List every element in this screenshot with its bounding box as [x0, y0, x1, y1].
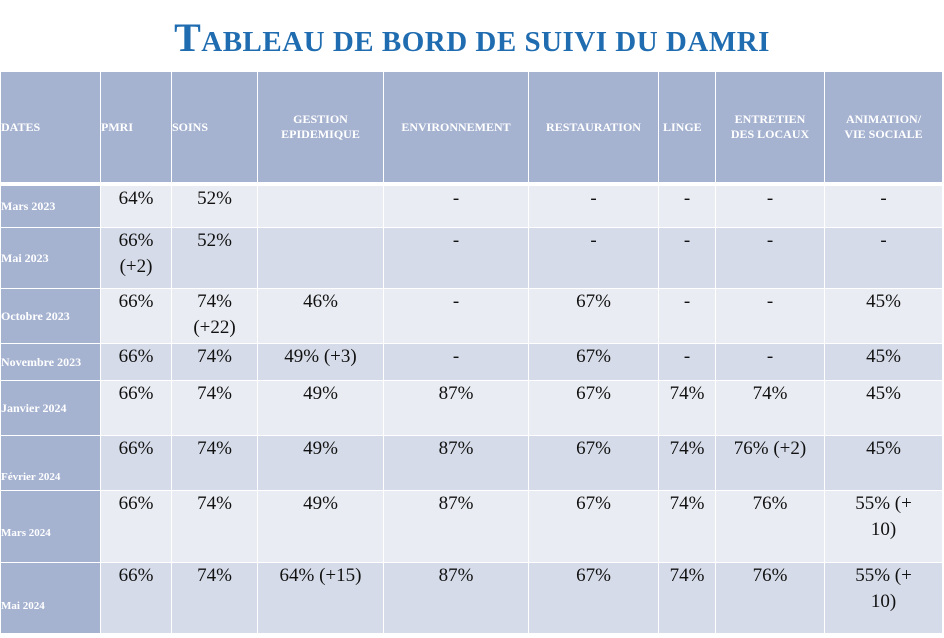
gestion-epidemique-cell	[257, 227, 384, 289]
entretien-cell: -	[715, 185, 825, 228]
pmri-cell: 66% (+2)	[100, 227, 172, 289]
table-row: Mai 2024 66% 74% 64% (+15) 87% 67% 74% 7…	[0, 562, 943, 634]
animation-cell: -	[824, 227, 943, 289]
table-row: Mars 2024 66% 74% 49% 87% 67% 74% 76% 55…	[0, 490, 943, 563]
restauration-cell: 67%	[528, 562, 659, 634]
linge-cell: -	[658, 185, 716, 228]
restauration-cell: -	[528, 227, 659, 289]
pmri-cell: 66%	[100, 435, 172, 491]
date-cell: Janvier 2024	[0, 380, 101, 436]
restauration-cell: 67%	[528, 380, 659, 436]
soins-cell: 74%	[171, 435, 258, 491]
date-cell: Octobre 2023	[0, 288, 101, 344]
gestion-epidemique-cell	[257, 185, 384, 228]
header-row: DATES PMRI SOINS GESTION EPIDEMIQUE ENVI…	[0, 71, 943, 183]
date-cell: Mars 2024	[0, 490, 101, 563]
soins-cell: 52%	[171, 227, 258, 289]
restauration-cell: 67%	[528, 288, 659, 344]
dashboard-table: DATES PMRI SOINS GESTION EPIDEMIQUE ENVI…	[0, 71, 943, 634]
table-row: Novembre 2023 66% 74% 49% (+3) - 67% - -…	[0, 343, 943, 381]
entretien-cell: -	[715, 343, 825, 381]
animation-cell: 55% (+ 10)	[824, 562, 943, 634]
page-title: TABLEAU DE BORD DE SUIVI DU DAMRI	[0, 14, 944, 61]
pmri-cell: 66%	[100, 562, 172, 634]
animation-cell: 45%	[824, 288, 943, 344]
header-environnement: ENVIRONNEMENT	[383, 71, 529, 183]
gestion-epidemique-cell: 49%	[257, 490, 384, 563]
environnement-cell: 87%	[383, 380, 529, 436]
environnement-cell: 87%	[383, 435, 529, 491]
soins-cell: 52%	[171, 185, 258, 228]
environnement-cell: -	[383, 288, 529, 344]
soins-cell: 74% (+22)	[171, 288, 258, 344]
environnement-cell: 87%	[383, 490, 529, 563]
date-cell: Novembre 2023	[0, 343, 101, 381]
header-dates: DATES	[0, 71, 101, 183]
soins-cell: 74%	[171, 490, 258, 563]
pmri-cell: 66%	[100, 288, 172, 344]
title-rest: ABLEAU DE BORD DE SUIVI DU DAMRI	[201, 26, 770, 58]
header-soins: SOINS	[171, 71, 258, 183]
date-cell: Février 2024	[0, 435, 101, 491]
header-linge: LINGE	[658, 71, 716, 183]
restauration-cell: 67%	[528, 490, 659, 563]
environnement-cell: 87%	[383, 562, 529, 634]
date-cell: Mars 2023	[0, 185, 101, 228]
header-gestion-epidemique: GESTION EPIDEMIQUE	[257, 71, 384, 183]
date-cell: Mai 2023	[0, 227, 101, 289]
date-cell: Mai 2024	[0, 562, 101, 634]
environnement-cell: -	[383, 343, 529, 381]
gestion-epidemique-cell: 64% (+15)	[257, 562, 384, 634]
table-row: Janvier 2024 66% 74% 49% 87% 67% 74% 74%…	[0, 380, 943, 436]
soins-cell: 74%	[171, 380, 258, 436]
restauration-cell: 67%	[528, 435, 659, 491]
gestion-epidemique-cell: 49%	[257, 435, 384, 491]
entretien-cell: 76% (+2)	[715, 435, 825, 491]
table-row: Février 2024 66% 74% 49% 87% 67% 74% 76%…	[0, 435, 943, 491]
entretien-cell: -	[715, 227, 825, 289]
entretien-cell: -	[715, 288, 825, 344]
gestion-epidemique-cell: 49% (+3)	[257, 343, 384, 381]
soins-cell: 74%	[171, 562, 258, 634]
title-initial: T	[174, 15, 202, 60]
table-row: Octobre 2023 66% 74% (+22) 46% - 67% - -…	[0, 288, 943, 344]
restauration-cell: -	[528, 185, 659, 228]
table-row: Mars 2023 64% 52% - - - - -	[0, 185, 943, 228]
animation-cell: 45%	[824, 435, 943, 491]
header-animation-vie-sociale: ANIMATION/ VIE SOCIALE	[824, 71, 943, 183]
pmri-cell: 66%	[100, 490, 172, 563]
animation-cell: -	[824, 185, 943, 228]
pmri-cell: 66%	[100, 380, 172, 436]
linge-cell: 74%	[658, 435, 716, 491]
animation-cell: 45%	[824, 380, 943, 436]
soins-cell: 74%	[171, 343, 258, 381]
pmri-cell: 64%	[100, 185, 172, 228]
linge-cell: 74%	[658, 562, 716, 634]
environnement-cell: -	[383, 227, 529, 289]
header-entretien-des-locaux: ENTRETIEN DES LOCAUX	[715, 71, 825, 183]
gestion-epidemique-cell: 49%	[257, 380, 384, 436]
restauration-cell: 67%	[528, 343, 659, 381]
animation-cell: 45%	[824, 343, 943, 381]
header-restauration: RESTAURATION	[528, 71, 659, 183]
environnement-cell: -	[383, 185, 529, 228]
gestion-epidemique-cell: 46%	[257, 288, 384, 344]
pmri-cell: 66%	[100, 343, 172, 381]
linge-cell: 74%	[658, 490, 716, 563]
linge-cell: -	[658, 288, 716, 344]
linge-cell: 74%	[658, 380, 716, 436]
linge-cell: -	[658, 343, 716, 381]
entretien-cell: 76%	[715, 490, 825, 563]
entretien-cell: 74%	[715, 380, 825, 436]
linge-cell: -	[658, 227, 716, 289]
table-row: Mai 2023 66% (+2) 52% - - - - -	[0, 227, 943, 289]
animation-cell: 55% (+ 10)	[824, 490, 943, 563]
entretien-cell: 76%	[715, 562, 825, 634]
header-pmri: PMRI	[100, 71, 172, 183]
